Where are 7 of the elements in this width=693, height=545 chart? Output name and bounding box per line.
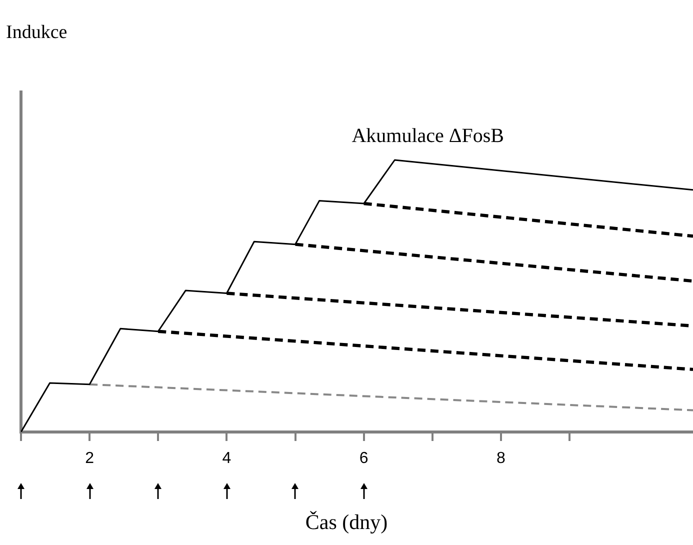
series-label: Akumulace ΔFosB — [352, 125, 504, 147]
x-tick-label: 4 — [222, 450, 232, 468]
x-tick-label: 2 — [85, 450, 94, 468]
x-tick-label: 6 — [359, 450, 368, 468]
x-axis-title: Čas (dny) — [304, 510, 389, 535]
text: Indukce — [6, 22, 68, 44]
x-tick-label: 8 — [496, 450, 506, 468]
